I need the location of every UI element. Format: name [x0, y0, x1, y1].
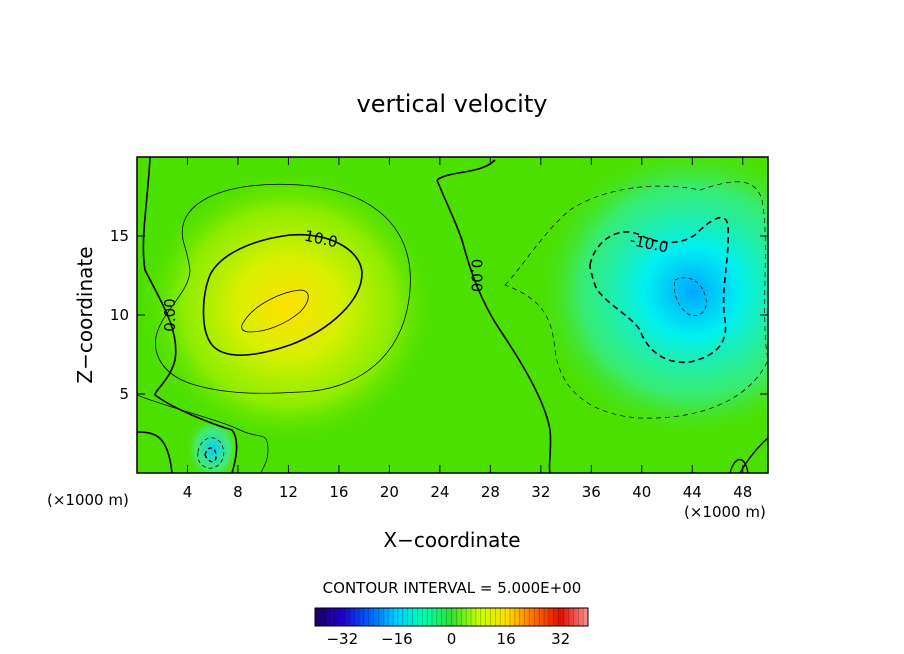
contour-label: 0.00	[467, 259, 485, 292]
x-tick-label: 12	[279, 483, 298, 501]
contour-updraft-10	[202, 233, 363, 356]
y-tick-label: 15	[110, 227, 129, 245]
contour-small-downdraft	[197, 437, 225, 469]
colorbar-gradient	[314, 607, 589, 627]
small-downdraft-field	[184, 415, 241, 473]
contour-weak-lower	[137, 394, 269, 473]
colorbar: −32 −16 0 16 32	[314, 607, 589, 648]
x-unit-left: (×1000 m)	[47, 491, 129, 509]
contour-downdraft-10	[589, 216, 730, 363]
x-tick-label: 40	[632, 483, 651, 501]
x-unit-right: (×1000 m)	[684, 503, 766, 521]
contour-zero-lower	[137, 431, 173, 473]
contour-downdraft-15	[674, 277, 707, 316]
x-axis-label: X−coordinate	[383, 528, 520, 552]
updraft-field	[138, 167, 439, 448]
colorbar-tick-label: −32	[326, 630, 358, 648]
field-layer	[137, 157, 768, 473]
colorbar-tick-label: 16	[497, 630, 516, 648]
colorbar-tick-label: 32	[551, 630, 570, 648]
x-tick-label: 8	[233, 483, 243, 501]
colorbar-tick-label: −16	[381, 630, 413, 648]
contour-downdraft-5	[504, 181, 768, 419]
x-tick-label: 44	[683, 483, 702, 501]
x-tick-label: 24	[430, 483, 449, 501]
x-tick-label: 48	[733, 483, 752, 501]
colorbar-tick-label: 0	[447, 630, 457, 648]
x-tick-label: 28	[481, 483, 500, 501]
chart-title: vertical velocity	[357, 90, 548, 118]
contour-small-downdraft-inner	[204, 447, 217, 463]
x-tick-label: 32	[531, 483, 550, 501]
contour-label: 0.00	[161, 298, 179, 331]
x-tick-label: 16	[329, 483, 348, 501]
x-tick-label: 36	[582, 483, 601, 501]
y-tick-label: 10	[110, 306, 129, 324]
x-tick-label: 4	[183, 483, 193, 501]
contour-updraft-5	[155, 183, 411, 394]
contour-zero-left	[142, 157, 238, 473]
downdraft-field	[532, 157, 768, 442]
contour-updraft-15	[241, 289, 309, 333]
y-tick-label: 5	[119, 385, 129, 403]
y-axis-label: Z−coordinate	[73, 246, 97, 383]
contour-interval-label: CONTOUR INTERVAL = 5.000E+00	[323, 579, 582, 597]
x-tick-label: 20	[380, 483, 399, 501]
